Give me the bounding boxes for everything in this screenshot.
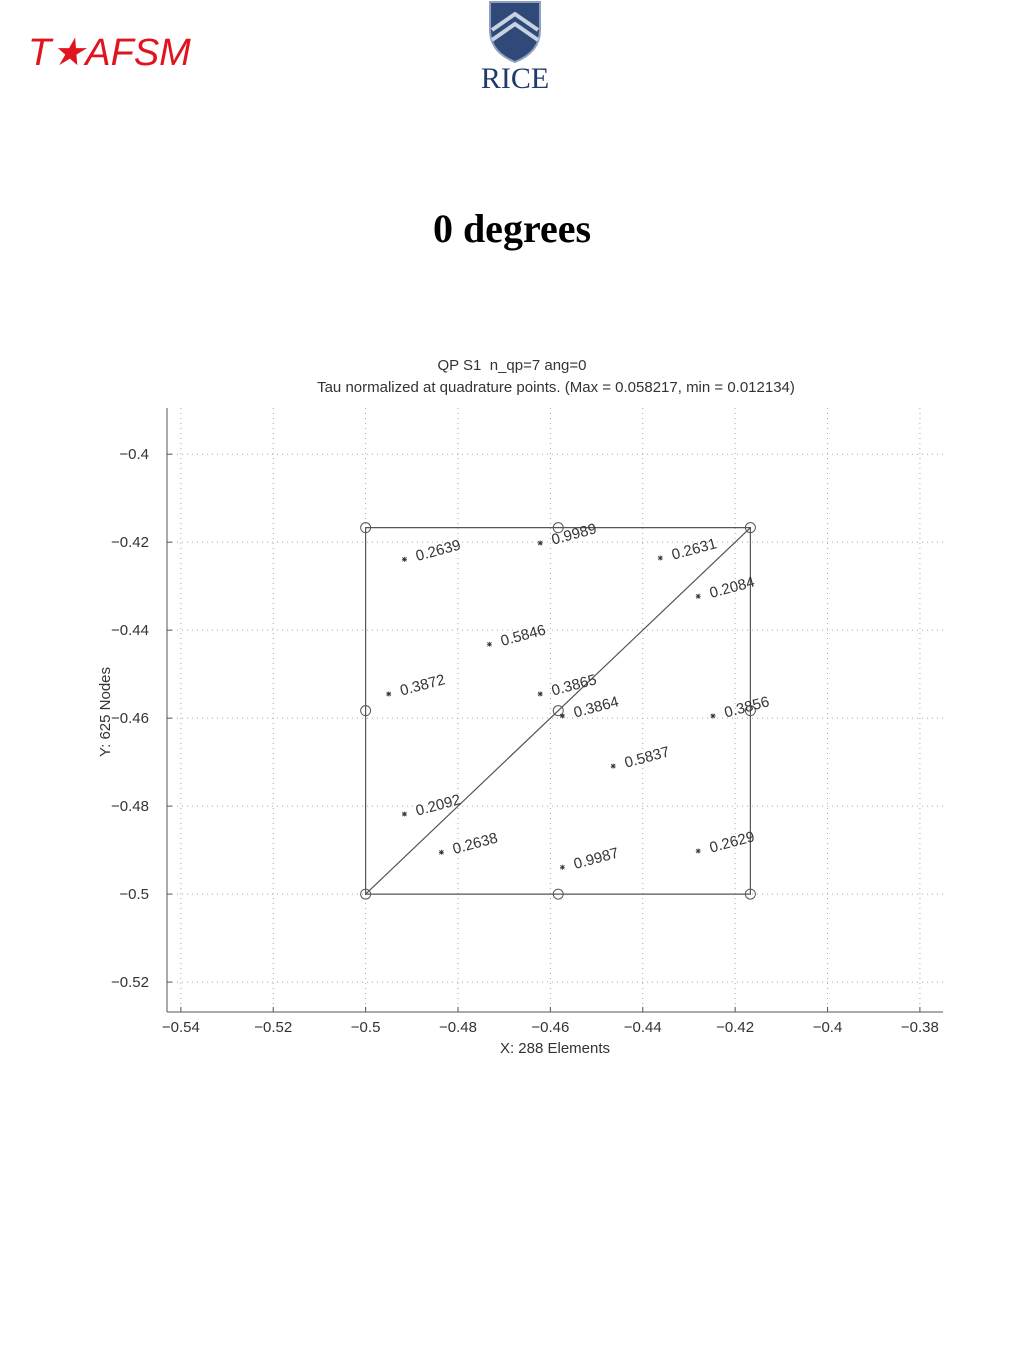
point-label: 0.2084 [708,574,757,602]
point-label: 0.3864 [572,693,621,721]
quadrature-point [438,849,444,855]
x-axis-label: X: 288 Elements [500,1040,610,1057]
quadrature-point [710,713,716,719]
point-label: 0.3856 [722,693,771,721]
y-tick-label: −0.4 [119,446,149,463]
y-tick-label: −0.46 [111,710,149,727]
x-tick-label: −0.44 [624,1019,662,1036]
node [744,705,756,717]
x-tick-label: −0.4 [813,1019,843,1036]
chart-subtitle: Tau normalized at quadrature points. (Ma… [317,379,795,396]
rice-logo: RICE [481,1,549,95]
node [744,522,756,534]
quadrature-point [401,811,407,817]
node [552,522,564,534]
point-label: 0.9987 [572,845,621,873]
chart: QP S1 n_qp=7 ang=0 Tau normalized at qua… [97,357,943,1057]
logo-text: RICE [481,62,549,95]
quadrature-point [610,763,616,769]
quadrature-point [695,848,701,854]
point-label: 0.9989 [550,520,599,548]
mesh-line [365,527,751,896]
node [744,888,756,900]
y-tick-label: −0.52 [111,974,149,991]
quadrature-point [559,713,565,719]
x-tick-label: −0.5 [351,1019,381,1036]
quadrature-point [386,691,392,697]
y-tick-label: −0.44 [111,622,149,639]
quadrature-point [537,540,543,546]
quadrature-point [559,864,565,870]
y-axis-label: Y: 625 Nodes [97,667,114,757]
point-label: 0.5837 [623,743,672,771]
x-tick-label: −0.52 [254,1019,292,1036]
point-label: 0.2629 [708,828,757,856]
slide-title: 0 degrees [432,206,592,251]
point-label: 0.2639 [414,537,463,565]
y-tick-label: −0.5 [119,886,149,903]
y-tick-label: −0.48 [111,798,149,815]
point-label: 0.3872 [398,671,447,699]
x-tick-label: −0.48 [439,1019,477,1036]
x-tick-label: −0.46 [531,1019,569,1036]
x-tick-label: −0.42 [716,1019,754,1036]
point-label: 0.2631 [670,535,719,563]
quadrature-point [537,691,543,697]
quadrature-point [695,593,701,599]
node [360,522,372,534]
x-tick-label: −0.38 [901,1019,939,1036]
node [552,705,564,717]
quadrature-point [657,555,663,561]
node [552,888,564,900]
brand: T★AFSM [28,32,191,74]
point-label: 0.2092 [414,791,463,819]
node [360,888,372,900]
y-tick-label: −0.42 [111,534,149,551]
quadrature-point [486,641,492,647]
node [360,705,372,717]
point-label: 0.5846 [499,622,548,650]
quadrature-point [401,556,407,562]
x-tick-label: −0.54 [162,1019,200,1036]
chart-title: QP S1 n_qp=7 ang=0 [437,357,586,374]
